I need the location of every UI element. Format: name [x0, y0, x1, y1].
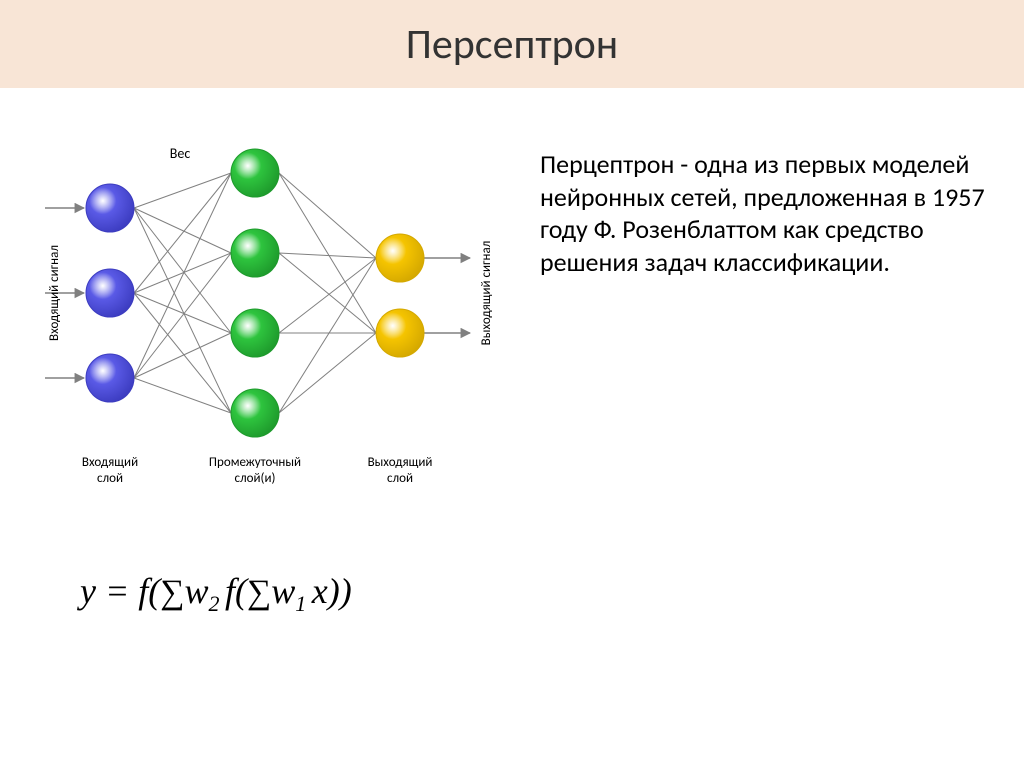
page-title: Персептрон [406, 19, 619, 70]
description-paragraph: Перцептрон - одна из первых моделей нейр… [540, 148, 1004, 278]
svg-text:Выходящий сигнал: Выходящий сигнал [479, 241, 494, 346]
svg-text:слой: слой [97, 471, 123, 486]
title-bar: Персептрон [0, 0, 1024, 88]
diagram-panel: ВходящийслойПромежуточныйслой(и)Выходящи… [0, 118, 540, 528]
svg-text:Выходящий: Выходящий [368, 455, 433, 470]
formula: y = f(∑w2 f(∑w1 x)) [80, 570, 352, 617]
svg-text:Входящий сигнал: Входящий сигнал [47, 245, 62, 341]
svg-text:Входящий: Входящий [82, 455, 138, 470]
svg-text:Промежуточный: Промежуточный [209, 455, 301, 470]
svg-text:Вес: Вес [170, 145, 191, 162]
svg-text:слой(и): слой(и) [235, 471, 276, 486]
perceptron-diagram: ВходящийслойПромежуточныйслой(и)Выходящи… [0, 118, 540, 528]
svg-text:слой: слой [387, 471, 413, 486]
text-panel: Перцептрон - одна из первых моделей нейр… [540, 118, 1024, 528]
content-area: ВходящийслойПромежуточныйслой(и)Выходящи… [0, 88, 1024, 528]
